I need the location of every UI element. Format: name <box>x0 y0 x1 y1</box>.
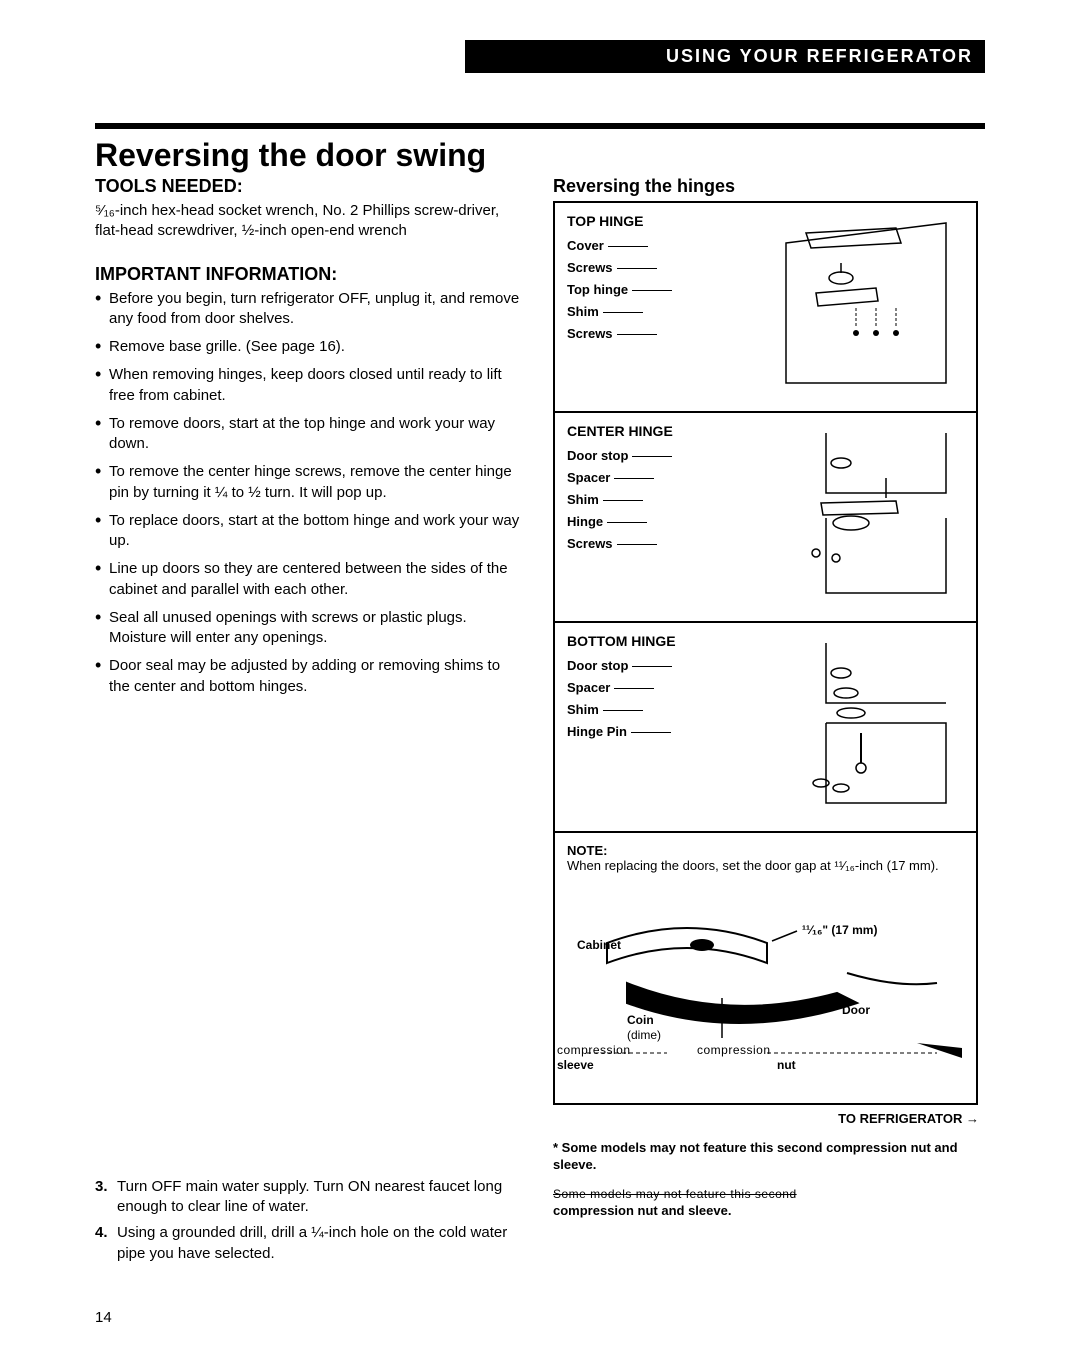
diagram-box: TOP HINGE Cover Screws Top hinge Shim Sc… <box>553 201 978 1105</box>
gap-sketch: Cabinet ¹¹⁄₁₆" (17 mm) Coin (dime) Door … <box>567 903 967 1076</box>
top-hinge-section: TOP HINGE Cover Screws Top hinge Shim Sc… <box>555 203 976 413</box>
cabinet-label: Cabinet <box>577 938 621 952</box>
bullet-item: To replace doors, start at the bottom hi… <box>95 511 525 552</box>
bottom-hinge-section: BOTTOM HINGE Door stop Spacer Shim Hinge… <box>555 623 976 833</box>
center-hinge-sketch <box>766 423 966 603</box>
right-column: Reversing the hinges TOP HINGE Cover Scr… <box>553 176 983 1270</box>
measurement-label: ¹¹⁄₁₆" (17 mm) <box>802 923 877 937</box>
footnote-corrupt: Some models may not feature this second … <box>553 1186 983 1220</box>
note-section: NOTE: When replacing the doors, set the … <box>555 833 976 1103</box>
bullet-item: Before you begin, turn refrigerator OFF,… <box>95 289 525 330</box>
footnote-1: * Some models may not feature this secon… <box>553 1140 983 1174</box>
numbered-steps: 3.Turn OFF main water supply. Turn ON ne… <box>95 1177 525 1264</box>
compression-label-2: compression <box>697 1043 771 1057</box>
top-hinge-sketch <box>766 213 966 393</box>
page-number: 14 <box>95 1309 112 1326</box>
tools-text: ⁵⁄₁₆-inch hex-head socket wrench, No. 2 … <box>95 201 525 242</box>
content-columns: TOOLS NEEDED: ⁵⁄₁₆-inch hex-head socket … <box>95 176 985 1270</box>
note-text: When replacing the doors, set the door g… <box>567 858 964 873</box>
nut-label: nut <box>777 1058 796 1072</box>
hinges-heading: Reversing the hinges <box>553 176 983 197</box>
bullet-item: To remove doors, start at the top hinge … <box>95 414 525 455</box>
dime-label: (dime) <box>627 1028 661 1042</box>
center-hinge-section: CENTER HINGE Door stop Spacer Shim Hinge… <box>555 413 976 623</box>
to-refrigerator-label: TO REFRIGERATOR → <box>553 1111 979 1126</box>
step-item: 3.Turn OFF main water supply. Turn ON ne… <box>95 1177 525 1218</box>
tools-heading: TOOLS NEEDED: <box>95 176 525 197</box>
coin-label: Coin <box>627 1013 654 1027</box>
bullet-item: Seal all unused openings with screws or … <box>95 608 525 649</box>
divider <box>95 123 985 129</box>
left-column: TOOLS NEEDED: ⁵⁄₁₆-inch hex-head socket … <box>95 176 525 1270</box>
door-label: Door <box>842 1003 870 1017</box>
sleeve-label: sleeve <box>557 1058 594 1072</box>
bullet-item: Line up doors so they are centered betwe… <box>95 559 525 600</box>
step-item: 4.Using a grounded drill, drill a ¼-inch… <box>95 1223 525 1264</box>
bullet-item: To remove the center hinge screws, remov… <box>95 462 525 503</box>
bullet-item: Remove base grille. (See page 16). <box>95 337 525 357</box>
info-bullets: Before you begin, turn refrigerator OFF,… <box>95 289 525 697</box>
header-bar: USING YOUR REFRIGERATOR <box>465 40 985 73</box>
bottom-hinge-sketch <box>766 633 966 813</box>
main-title: Reversing the door swing <box>95 137 985 174</box>
bullet-item: Door seal may be adjusted by adding or r… <box>95 656 525 697</box>
bullet-item: When removing hinges, keep doors closed … <box>95 365 525 406</box>
compression-label-1: compression <box>557 1043 631 1057</box>
info-heading: IMPORTANT INFORMATION: <box>95 264 525 285</box>
note-heading: NOTE: <box>567 843 964 858</box>
